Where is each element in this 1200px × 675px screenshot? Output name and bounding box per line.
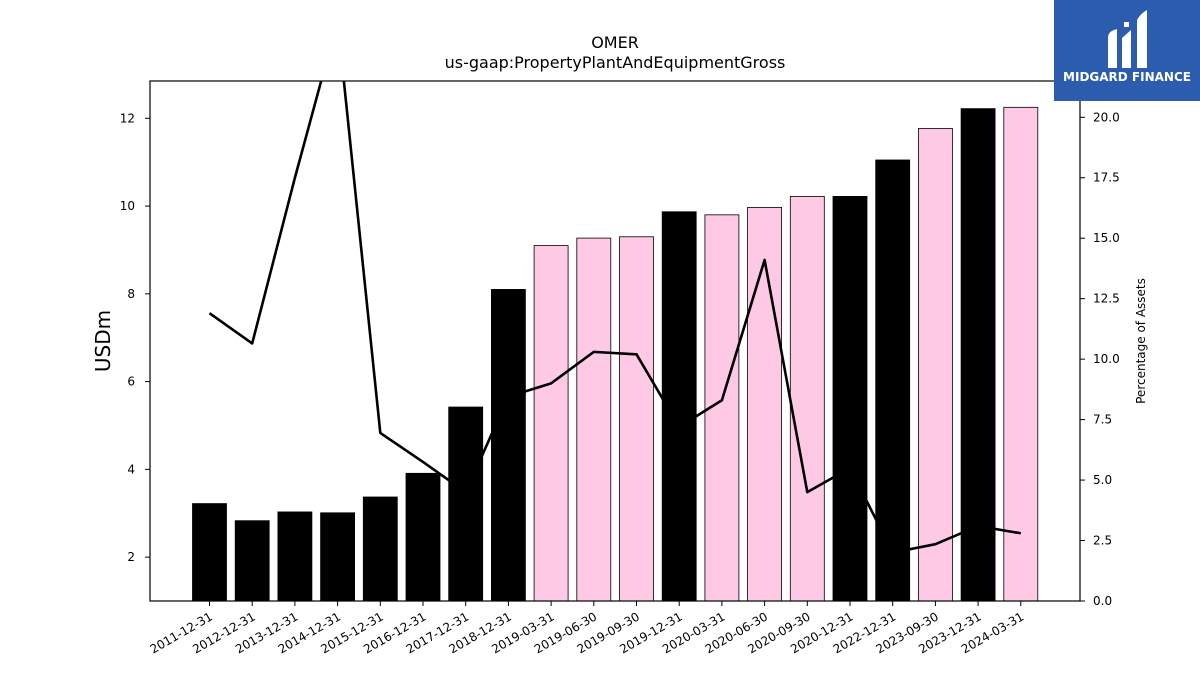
y2-tick-label: 20.0 [1093, 110, 1120, 124]
bar-2019-03-31 [533, 245, 569, 602]
bar-2020-09-30 [789, 196, 825, 602]
y-tick-label: 4 [127, 462, 135, 476]
y-tick-label: 10 [120, 199, 135, 213]
bar-2015-12-31 [362, 496, 398, 602]
bar-2023-12-31 [960, 108, 996, 602]
plot-frame [149, 80, 1081, 602]
chart-subtitle: us-gaap:PropertyPlantAndEquipmentGross [445, 53, 786, 72]
bar-2016-12-31 [405, 472, 441, 602]
left-axis-ticks: 2 4 6 8 10 12 [120, 111, 150, 564]
y2-tick-label: 5.0 [1093, 473, 1112, 487]
bar-2012-12-31 [234, 520, 270, 602]
bar-2023-09-30 [918, 127, 953, 602]
y-tick-label: 6 [127, 375, 135, 389]
x-axis-ticks: 2011-12-312012-12-312013-12-312014-12-31… [148, 601, 1026, 656]
bar-2018-12-31 [490, 289, 526, 602]
brand-logo[interactable]: MIDGARD FINANCE [1054, 0, 1200, 101]
chart-title: OMER [591, 33, 639, 52]
bar-2011-12-31 [192, 503, 227, 602]
y2-tick-label: 10.0 [1093, 352, 1120, 366]
bar-2019-06-30 [576, 237, 612, 602]
y2-tick-label: 12.5 [1093, 292, 1120, 306]
y-tick-label: 2 [127, 550, 135, 564]
brand-logo-icon [1108, 10, 1147, 68]
y2-tick-label: 17.5 [1093, 171, 1120, 185]
bar-2020-06-30 [747, 206, 782, 602]
y-axis-label: USDm [91, 310, 115, 372]
right-axis-ticks: 0.0 2.5 5.0 7.5 10.0 12.5 15.0 17.5 20.0 [1080, 110, 1120, 608]
y2-axis-label: Percentage of Assets [1134, 278, 1148, 404]
y2-tick-label: 15.0 [1093, 231, 1120, 245]
bar-2019-09-30 [619, 236, 654, 602]
y-tick-label: 12 [120, 111, 135, 125]
bar-2014-12-31 [320, 512, 356, 602]
line-layer [208, 81, 1022, 554]
bar-2017-12-31 [448, 406, 484, 602]
brand-logo-text: MIDGARD FINANCE [1063, 70, 1191, 84]
y2-tick-label: 0.0 [1093, 594, 1112, 608]
bar-2020-12-31 [832, 196, 868, 602]
y-tick-label: 8 [127, 287, 135, 301]
bar-2024-03-31 [1003, 106, 1039, 602]
bar-2013-12-31 [277, 511, 313, 602]
bar-2022-12-31 [875, 159, 911, 602]
y2-tick-label: 2.5 [1093, 534, 1112, 548]
y2-tick-label: 7.5 [1093, 413, 1112, 427]
percentage-of-assets-line [208, 81, 1022, 554]
